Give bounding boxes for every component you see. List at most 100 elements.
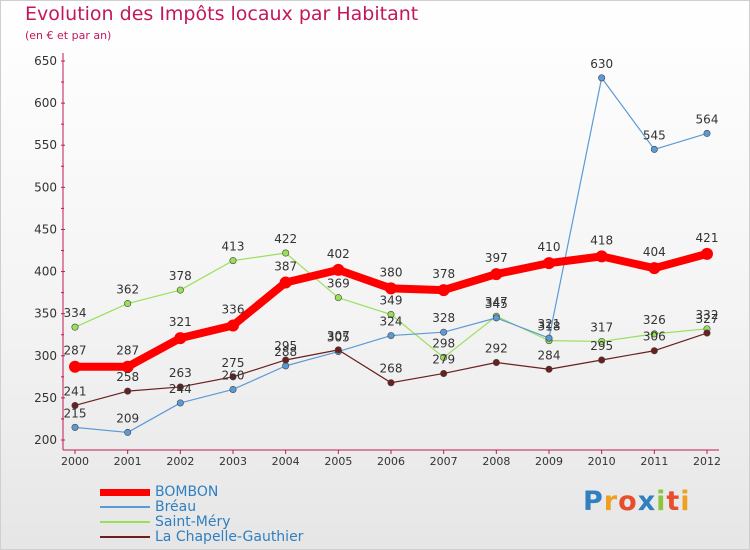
data-label-saint-mery: 334 (64, 306, 87, 320)
data-point-breau (229, 385, 237, 393)
data-label-bombon: 397 (485, 251, 508, 265)
logo-letter: i (680, 486, 691, 517)
data-point-la-chapelle-gauthier (492, 359, 500, 367)
data-label-saint-mery: 332 (696, 308, 719, 322)
data-point-breau (650, 145, 658, 153)
data-label-breau: 305 (327, 331, 350, 345)
data-label-saint-mery: 422 (274, 232, 297, 246)
logo-letter: P (583, 486, 604, 517)
legend-label-saint-mery: Saint-Méry (155, 514, 231, 530)
legend-label-breau: Bréau (155, 499, 197, 515)
data-label-bombon: 418 (590, 233, 613, 247)
y-tick-label: 400 (34, 265, 57, 279)
x-tick-label: 2009 (535, 455, 563, 468)
x-tick-label: 2008 (482, 455, 510, 468)
data-label-la-chapelle-gauthier: 241 (64, 384, 87, 398)
y-tick-label: 250 (34, 391, 57, 405)
x-tick-label: 2010 (588, 455, 616, 468)
data-label-breau: 209 (116, 411, 139, 425)
x-tick-label: 2003 (219, 455, 247, 468)
data-point-bombon (385, 282, 397, 295)
data-point-breau (71, 423, 79, 431)
data-label-breau: 630 (590, 57, 613, 71)
data-point-saint-mery (334, 294, 342, 302)
data-point-bombon (648, 262, 661, 275)
data-point-breau (545, 334, 553, 342)
data-point-bombon (279, 276, 292, 289)
data-point-breau (282, 362, 290, 370)
x-tick-label: 2012 (693, 455, 721, 468)
data-point-breau (176, 399, 184, 407)
proxiti-logo: Proxiti (583, 486, 691, 517)
data-label-la-chapelle-gauthier: 279 (432, 352, 455, 366)
legend-label-bombon: BOMBON (155, 484, 219, 500)
data-label-saint-mery: 362 (116, 283, 139, 297)
data-label-breau: 345 (485, 297, 508, 311)
legend-item-breau: Bréau (100, 500, 360, 515)
data-label-breau: 260 (222, 368, 245, 382)
data-point-breau (598, 74, 606, 82)
data-label-la-chapelle-gauthier: 292 (485, 342, 508, 356)
data-point-breau (124, 428, 132, 436)
data-label-la-chapelle-gauthier: 306 (643, 330, 666, 344)
legend-label-la-chapelle-gauthier: La Chapelle-Gauthier (155, 529, 304, 545)
data-label-bombon: 402 (327, 247, 350, 261)
data-point-breau (492, 314, 500, 322)
data-label-la-chapelle-gauthier: 275 (222, 356, 245, 370)
y-tick-label: 600 (34, 96, 57, 110)
legend-swatch-breau (100, 506, 150, 508)
data-point-la-chapelle-gauthier (124, 387, 132, 395)
y-tick-label: 300 (34, 349, 57, 363)
x-tick-label: 2007 (430, 455, 458, 468)
y-tick-label: 550 (34, 138, 57, 152)
data-point-la-chapelle-gauthier (545, 365, 553, 373)
data-label-bombon: 404 (643, 245, 666, 259)
x-tick-label: 2000 (61, 455, 89, 468)
data-point-breau (440, 328, 448, 336)
data-label-breau: 564 (696, 112, 719, 126)
data-label-la-chapelle-gauthier: 284 (538, 348, 561, 362)
data-point-saint-mery (598, 337, 606, 345)
logo-letter: o (618, 486, 638, 517)
data-label-la-chapelle-gauthier: 268 (380, 362, 403, 376)
data-label-bombon: 378 (432, 267, 455, 281)
data-label-la-chapelle-gauthier: 263 (169, 366, 192, 380)
x-tick-label: 2005 (324, 455, 352, 468)
data-point-bombon (543, 257, 555, 270)
data-label-saint-mery: 378 (169, 269, 192, 283)
data-label-la-chapelle-gauthier: 295 (590, 339, 613, 353)
data-label-saint-mery: 298 (432, 336, 455, 350)
data-point-la-chapelle-gauthier (703, 329, 711, 337)
data-point-breau (703, 129, 711, 137)
data-label-breau: 215 (64, 406, 87, 420)
data-label-bombon: 287 (64, 344, 87, 358)
legend-item-bombon: BOMBON (100, 485, 360, 500)
data-point-bombon (595, 250, 608, 263)
data-label-bombon: 380 (380, 265, 403, 279)
data-point-la-chapelle-gauthier (282, 356, 290, 364)
data-label-la-chapelle-gauthier: 295 (274, 339, 297, 353)
data-point-la-chapelle-gauthier (440, 369, 448, 377)
data-label-bombon: 321 (169, 315, 192, 329)
y-tick-label: 500 (34, 180, 57, 194)
data-point-saint-mery (650, 330, 658, 338)
data-point-saint-mery (71, 323, 79, 331)
data-label-saint-mery: 318 (538, 320, 561, 334)
x-tick-label: 2002 (166, 455, 194, 468)
data-label-saint-mery: 349 (380, 294, 403, 308)
data-label-bombon: 421 (696, 231, 719, 245)
data-point-la-chapelle-gauthier (387, 379, 395, 387)
logo-letter: r (603, 486, 619, 517)
data-label-la-chapelle-gauthier: 258 (116, 370, 139, 384)
data-label-bombon: 336 (222, 302, 245, 316)
data-point-bombon (437, 284, 450, 297)
data-point-saint-mery (176, 286, 184, 294)
data-point-bombon (332, 263, 345, 276)
chart-title: Evolution des Impôts locaux par Habitant (25, 3, 419, 25)
data-label-saint-mery: 326 (643, 313, 666, 327)
x-tick-label: 2001 (114, 455, 142, 468)
data-point-la-chapelle-gauthier (598, 356, 606, 364)
chart-subtitle: (en € et par an) (25, 29, 112, 42)
